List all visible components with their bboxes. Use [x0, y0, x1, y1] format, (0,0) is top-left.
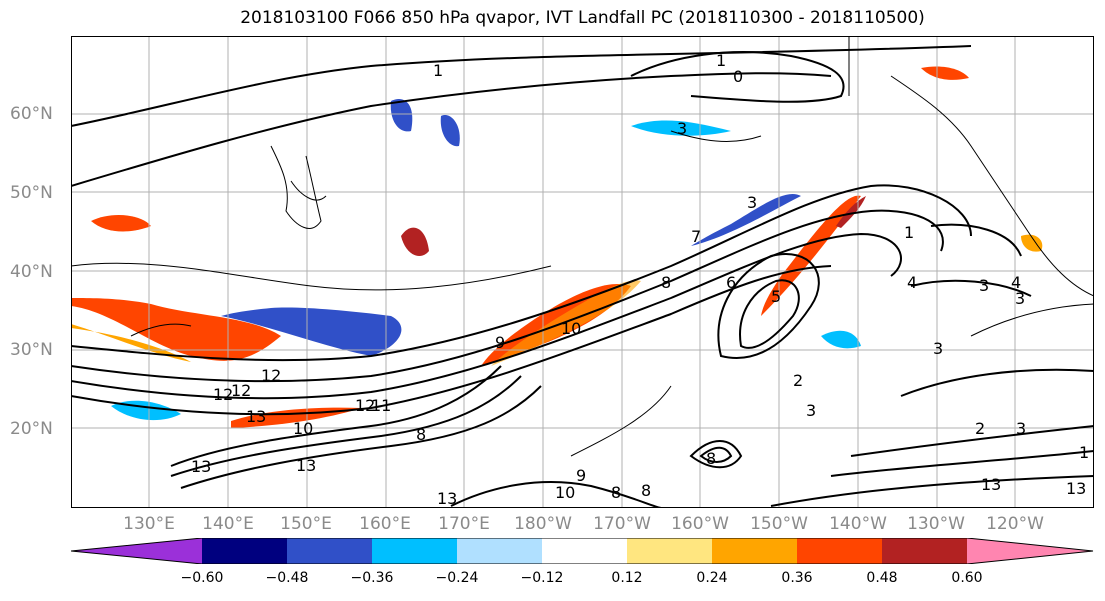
longitude-label: 140°E — [202, 514, 254, 534]
contour-label: 1 — [433, 61, 443, 80]
longitude-label: 140°W — [829, 514, 887, 534]
contour-label: 4 — [907, 273, 917, 292]
contour-label: 2 — [793, 371, 803, 390]
map-panel: 1 1 0 3 3 1 8 10 9 12 13 13 12 11 10 8 7… — [71, 36, 1094, 508]
contour-label: 12 — [231, 381, 251, 400]
longitude-label: 130°W — [907, 514, 965, 534]
contour-label: 1 — [1079, 443, 1089, 462]
colorbar-tick-label: 0.36 — [781, 570, 813, 586]
latitude-label: 60°N — [10, 104, 53, 124]
longitude-label: 130°E — [123, 514, 175, 534]
contour-label: 3 — [747, 193, 757, 212]
colorbar-tick-label: −0.48 — [265, 570, 309, 586]
contour-label: 3 — [1015, 289, 1025, 308]
colorbar-tick-label: 0.12 — [611, 570, 643, 586]
colorbar-segment — [712, 538, 797, 564]
contour-label: 6 — [726, 273, 736, 292]
longitude-label: 150°E — [280, 514, 332, 534]
contour-label: 13 — [1066, 479, 1086, 498]
contour-label: 2 — [975, 419, 985, 438]
colorbar-segment — [797, 538, 882, 564]
contour-label: 5 — [771, 287, 781, 306]
contour-label: 0 — [733, 67, 743, 86]
longitude-label: 170°E — [438, 514, 490, 534]
contour-label: 4 — [1011, 273, 1021, 292]
colorbar-tick-label: 0.24 — [696, 570, 728, 586]
colorbar-segment — [542, 538, 627, 564]
longitude-label: 180°W — [514, 514, 572, 534]
contour-label: 12 — [261, 366, 281, 385]
contour-label: 13 — [981, 475, 1001, 494]
contour-label: 13 — [191, 457, 211, 476]
grid-lines — [71, 36, 1094, 508]
colorbar-segment — [202, 538, 287, 564]
contour-label: 10 — [561, 319, 581, 338]
contour-label: 8 — [706, 449, 716, 468]
longitude-label: 160°E — [359, 514, 411, 534]
contour-label: 8 — [661, 273, 671, 292]
ivt-contours-thin — [71, 262, 1094, 457]
longitude-label: 150°W — [750, 514, 808, 534]
colorbar — [71, 538, 1094, 564]
contour-label: 3 — [979, 276, 989, 295]
map-border — [71, 36, 1094, 508]
contour-label: 13 — [296, 456, 316, 475]
latitude-label: 30°N — [10, 340, 53, 360]
colorbar-tick-label: −0.24 — [435, 570, 479, 586]
contour-label: 10 — [555, 483, 575, 502]
contour-label: 3 — [677, 119, 687, 138]
contour-label: 8 — [611, 483, 621, 502]
coastlines — [130, 36, 1094, 337]
latitude-label: 50°N — [10, 183, 53, 203]
colorbar-segment — [882, 538, 967, 564]
latitude-label: 20°N — [10, 419, 53, 439]
colorbar-tick-label: 0.48 — [866, 570, 898, 586]
contour-label: 8 — [641, 481, 651, 500]
contour-label: 11 — [371, 396, 391, 415]
ivt-contours — [71, 45, 1094, 508]
colorbar-segment — [967, 538, 1093, 564]
contour-label: 3 — [933, 339, 943, 358]
contour-label: 1 — [904, 223, 914, 242]
contour-label: 8 — [416, 425, 426, 444]
contour-label: 12 — [355, 396, 375, 415]
contour-label-group: 1 1 0 3 3 1 8 10 9 12 13 13 12 11 10 8 7… — [191, 51, 1089, 508]
longitude-label: 170°W — [593, 514, 651, 534]
colorbar-tick-label: −0.36 — [350, 570, 394, 586]
contour-label: 3 — [1016, 419, 1026, 438]
contour-label: 9 — [495, 333, 505, 352]
contour-label: 1 — [716, 51, 726, 70]
longitude-label: 160°W — [671, 514, 729, 534]
colorbar-tick-label: −0.60 — [180, 570, 224, 586]
contour-label: 9 — [576, 466, 586, 485]
colorbar-outline — [71, 538, 1094, 564]
colorbar-segment — [457, 538, 542, 564]
latitude-label: 40°N — [10, 262, 53, 282]
longitude-label: 120°W — [986, 514, 1044, 534]
contour-label: 7 — [691, 227, 701, 246]
contour-label: 3 — [806, 401, 816, 420]
map-title: 2018103100 F066 850 hPa qvapor, IVT Land… — [240, 8, 925, 28]
colorbar-tick-label: −0.12 — [520, 570, 564, 586]
colorbar-segment — [71, 538, 202, 564]
colorbar-segment — [372, 538, 457, 564]
colorbar-tick-label: 0.60 — [951, 570, 983, 586]
colorbar-segment — [287, 538, 372, 564]
contour-label: 10 — [293, 419, 313, 438]
colorbar-segment — [627, 538, 712, 564]
contour-label: 13 — [246, 407, 266, 426]
contour-label: 12 — [213, 385, 233, 404]
contour-label: 13 — [437, 489, 457, 508]
